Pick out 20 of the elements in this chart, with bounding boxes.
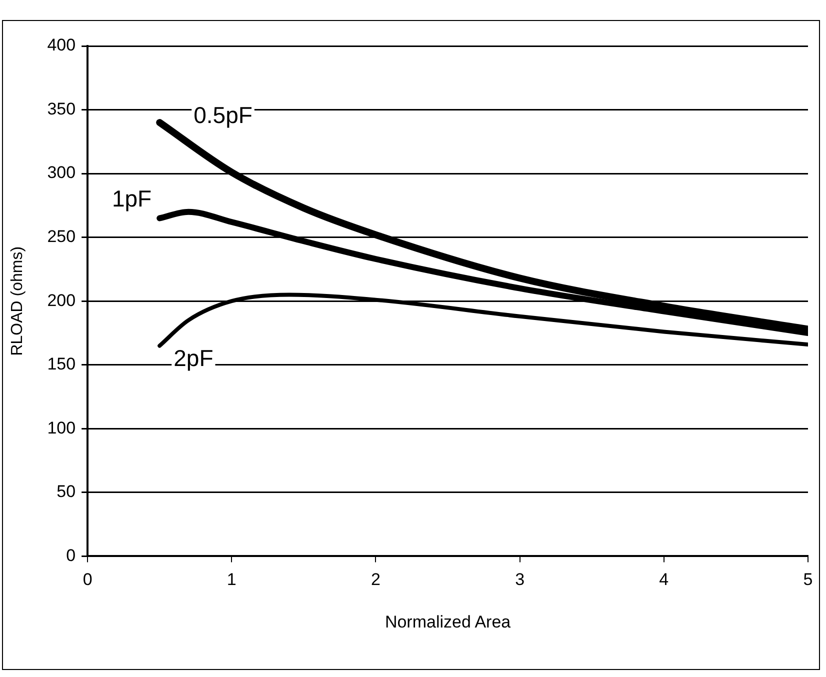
y-tick-label: 50: [56, 482, 76, 502]
y-tick-label: 200: [47, 290, 76, 310]
series-label: 0.5pF: [194, 102, 252, 128]
x-tick-label: 1: [226, 570, 236, 590]
x-tick-label: 0: [82, 570, 92, 590]
series-label: 1pF: [112, 186, 152, 212]
y-tick-label: 100: [47, 418, 76, 438]
series-label: 2pF: [174, 345, 214, 372]
x-tick-label: 3: [515, 570, 525, 590]
y-tick-label: 350: [47, 99, 76, 118]
y-tick-label: 150: [47, 354, 76, 374]
y-tick-label: 300: [47, 163, 76, 182]
y-tick-label: 0: [66, 546, 76, 565]
x-tick-label: 5: [803, 570, 813, 590]
x-tick-label: 4: [659, 570, 669, 590]
y-tick-label: 250: [47, 227, 76, 246]
x-axis-title: Normalized Area: [384, 612, 512, 632]
x-tick-label: 2: [371, 570, 380, 590]
y-tick-label: 400: [47, 36, 76, 55]
y-axis-title: RLOAD (ohms): [9, 246, 26, 356]
